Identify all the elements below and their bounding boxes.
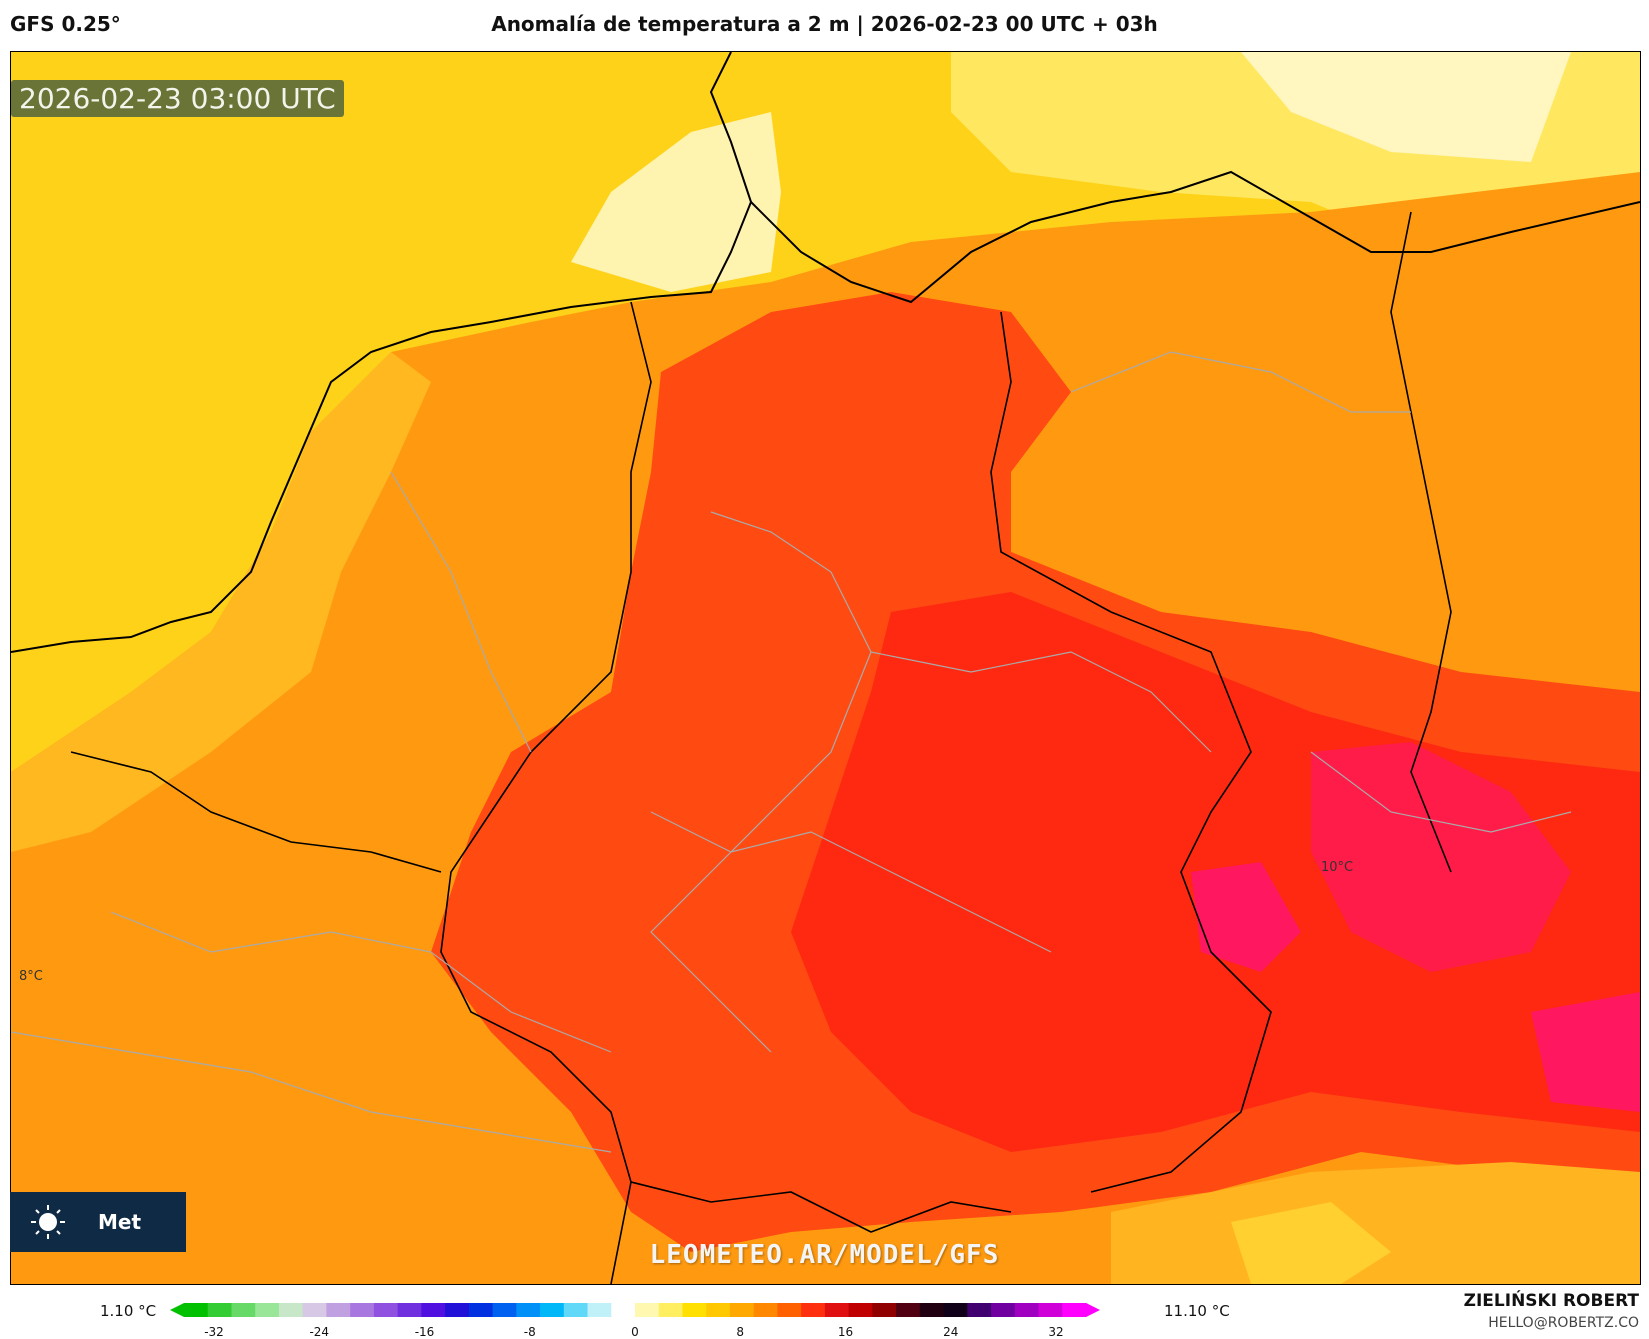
region-border (390, 471, 532, 753)
valid-time-badge: 2026-02-23 03:00 UTC (11, 80, 344, 117)
colorbar-tick-label: 0 (631, 1325, 639, 1339)
sun-icon (31, 1205, 65, 1239)
colorbar-segment (563, 1303, 589, 1317)
temperature-anomaly-map: 2026-02-23 03:00 UTC 10°C 8°C (10, 51, 1641, 1285)
magenta-hotspot-3 (1531, 992, 1640, 1112)
colorbar-segment (943, 1303, 968, 1317)
colorbar-segment (848, 1303, 873, 1317)
colorbar-segment (207, 1303, 232, 1317)
pale-anomaly-area (571, 112, 781, 292)
author-name: ZIELIŃSKI ROBERT (1463, 1291, 1639, 1311)
country-border-east (990, 311, 1272, 1193)
colorbar-segment (468, 1303, 494, 1317)
point-label-8c: 8°C (19, 969, 43, 984)
map-canvas (11, 52, 1640, 1284)
colorbar-segment (991, 1303, 1016, 1317)
magenta-hotspot-2 (1191, 862, 1301, 972)
map-title: Anomalía de temperatura a 2 m | 2026-02-… (491, 12, 1158, 36)
colorbar-segment (231, 1303, 256, 1317)
colorbar-segment (421, 1303, 446, 1317)
region-border (1070, 351, 1411, 413)
colorbar-min-label: 1.10 °C (100, 1302, 157, 1320)
colorbar-tick-label: 8 (736, 1325, 745, 1339)
colorbar-segment (635, 1303, 660, 1317)
colorbar-segment (729, 1303, 755, 1317)
colorbar-segment (587, 1303, 612, 1317)
colorbar-segment (1062, 1303, 1087, 1317)
colorbar-tick-label: -32 (204, 1325, 224, 1339)
colorbar-scale (170, 1303, 1100, 1317)
colorbar-segment (658, 1303, 683, 1317)
colorbar-arrow-low (170, 1303, 184, 1317)
colorbar-segment (801, 1303, 826, 1317)
coastline-baltic (750, 170, 1640, 304)
colorbar-segment (872, 1303, 897, 1317)
colorbar-segment (967, 1303, 992, 1317)
model-name: GFS 0.25° (10, 12, 121, 36)
region-border (650, 811, 1052, 953)
colorbar-segment (777, 1303, 802, 1317)
magenta-hotspot (1311, 742, 1571, 972)
colorbar-segment (753, 1303, 778, 1317)
colorbar-segment (516, 1303, 541, 1317)
colorbar-segment (682, 1303, 707, 1317)
colorbar-segment (397, 1303, 422, 1317)
country-border-west (440, 301, 652, 1284)
coastal-light-orange (11, 352, 431, 852)
colorbar-segment (1038, 1303, 1063, 1317)
colorbar-tick-label: 16 (837, 1325, 854, 1339)
colorbar-tick-label: 24 (943, 1325, 959, 1339)
colorbar-segment (350, 1303, 375, 1317)
region-border (650, 511, 872, 1053)
colorbar-segment (255, 1303, 280, 1317)
region-border (1310, 751, 1572, 833)
colorbar-max-label: 11.10 °C (1164, 1302, 1230, 1320)
colorbar-segment (326, 1303, 351, 1317)
brand-logo: Met (10, 1192, 186, 1252)
colorbar-segment (302, 1303, 327, 1317)
colorbar-segment (540, 1303, 565, 1317)
colorbar-segment (896, 1303, 921, 1317)
source-watermark: LEOMETEO.AR/MODEL/GFS (649, 1240, 1000, 1270)
point-label-10c: 10°C (1321, 860, 1354, 875)
colorbar-segment (373, 1303, 399, 1317)
colorbar-segment (824, 1303, 850, 1317)
colorbar-tick-label: -24 (309, 1325, 330, 1339)
colorbar: 1.10 °C 11.10 °C -32 -24 -16 -8 0 8 16 24 32 (0, 1292, 1649, 1339)
region-border (870, 651, 1212, 753)
colorbar-segment (492, 1303, 517, 1317)
coastline (11, 52, 753, 653)
colorbar-segment (1014, 1303, 1040, 1317)
country-border-poland (1390, 211, 1452, 873)
southern-yellow (1231, 1202, 1391, 1284)
colorbar-segment (445, 1303, 470, 1317)
author-email: HELLO@ROBERTZ.CO (1488, 1315, 1639, 1331)
pale-anomaly-area-2 (1241, 52, 1571, 162)
colorbar-segment (706, 1303, 731, 1317)
country-border-belgium (70, 751, 442, 873)
region-border (110, 911, 612, 1053)
colorbar-segment (611, 1303, 636, 1317)
logo-text: Met (98, 1210, 142, 1234)
colorbar-arrow-high (1086, 1303, 1100, 1317)
colorbar-segment (184, 1303, 209, 1317)
colorbar-tick-label: -16 (414, 1325, 435, 1339)
colorbar-tick-label: 32 (1048, 1325, 1064, 1339)
colorbar-tick-label: -8 (523, 1325, 536, 1339)
region-border (11, 1031, 612, 1153)
colorbar-segment (278, 1303, 304, 1317)
country-border-south (630, 1181, 1012, 1233)
colorbar-segment (919, 1303, 945, 1317)
